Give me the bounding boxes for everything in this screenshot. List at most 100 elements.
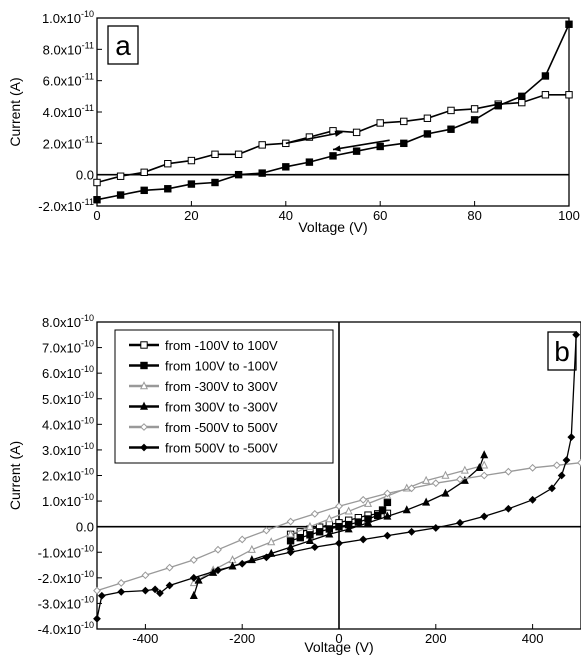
data-point: [194, 575, 203, 584]
legend-label: from 100V to -100V: [165, 359, 278, 374]
data-point: [402, 505, 411, 514]
data-point: [431, 479, 440, 488]
legend-label: from -100V to 100V: [165, 338, 278, 353]
data-point: [325, 514, 334, 523]
y-tick-label: -2.0x10-10: [38, 569, 94, 586]
data-point: [475, 463, 484, 472]
data-point: [400, 117, 408, 126]
y-tick-label: 2.0x10-10: [42, 467, 94, 484]
data-point: [258, 141, 266, 149]
y-tick-label: 1.0x10-10: [42, 492, 94, 509]
panel-label: a: [115, 30, 131, 61]
data-point: [117, 579, 126, 587]
data-point: [214, 566, 222, 575]
data-point: [211, 178, 219, 187]
data-point: [116, 191, 125, 199]
series-2: [189, 460, 489, 587]
y-tick-label: 6.0x10-10: [42, 364, 94, 381]
data-point: [262, 553, 271, 562]
data-point: [141, 586, 150, 595]
data-point: [577, 458, 581, 467]
y-axis-label: Current (A): [7, 77, 23, 146]
series-5: [93, 330, 581, 623]
data-point: [189, 573, 198, 582]
data-point: [460, 475, 469, 484]
data-point: [335, 522, 343, 531]
data-point: [156, 589, 164, 598]
data-point: [548, 484, 556, 493]
data-point: [352, 128, 361, 137]
data-point: [374, 511, 382, 520]
data-point: [528, 463, 537, 472]
data-point: [305, 158, 314, 166]
y-tick-label: 4.0x10-10: [42, 415, 94, 432]
data-point: [116, 172, 125, 180]
data-point: [117, 587, 126, 596]
data-point: [400, 139, 408, 148]
series-0: [93, 91, 573, 187]
y-tick-label: 6.0x10-11: [43, 72, 94, 89]
x-tick-label: 60: [373, 208, 387, 223]
data-point: [335, 539, 343, 548]
y-tick-label: 0.0: [76, 168, 94, 183]
data-point: [305, 535, 314, 544]
y-tick-label: -4.0x10-10: [38, 620, 94, 637]
y-tick-label: 2.0x10-11: [43, 134, 94, 151]
data-point: [238, 535, 247, 544]
y-tick-label: 8.0x10-10: [42, 313, 94, 330]
data-point: [407, 484, 416, 493]
legend-marker: [140, 443, 148, 452]
data-point: [165, 581, 174, 590]
data-point: [189, 590, 198, 599]
data-point: [214, 545, 222, 554]
data-point: [315, 528, 324, 536]
series-4: [93, 458, 581, 595]
data-point: [344, 524, 353, 533]
data-point: [480, 450, 489, 459]
data-point: [470, 105, 479, 113]
data-point: [422, 497, 431, 506]
data-point: [447, 125, 455, 133]
plot-frame: [96, 17, 570, 207]
data-point: [504, 504, 513, 513]
data-point: [480, 512, 489, 521]
data-point: [572, 330, 581, 339]
data-point: [456, 518, 464, 527]
y-tick-label: 7.0x10-10: [42, 339, 94, 356]
data-point: [140, 168, 148, 177]
y-tick-label: -1.0x10-10: [38, 543, 94, 560]
data-point: [447, 106, 455, 115]
data-point: [494, 102, 502, 110]
data-point: [310, 509, 319, 518]
data-point: [518, 92, 526, 101]
data-point: [238, 559, 247, 568]
data-point: [557, 471, 566, 480]
direction-arrow-head: [334, 130, 343, 137]
y-tick-label: 1.0x10-10: [42, 9, 94, 26]
y-tick-label: 3.0x10-10: [42, 441, 94, 458]
data-point: [456, 475, 464, 484]
x-tick-label: 100: [558, 208, 580, 223]
legend-marker: [139, 401, 149, 410]
y-tick-label: -3.0x10-10: [38, 594, 94, 611]
legend-label: from -500V to 500V: [165, 420, 278, 435]
data-point: [286, 517, 295, 526]
data-point: [310, 543, 319, 552]
legend-label: from 300V to -300V: [165, 400, 278, 415]
data-point: [359, 495, 368, 504]
legend-marker: [140, 361, 148, 370]
data-point: [541, 72, 550, 80]
data-point: [565, 20, 573, 28]
data-point: [97, 591, 106, 600]
data-point: [383, 531, 392, 540]
y-tick-label: 5.0x10-10: [42, 390, 94, 407]
data-point: [422, 475, 431, 484]
data-point: [247, 544, 256, 553]
x-tick-label: 80: [467, 208, 481, 223]
panel-label-box: [107, 25, 139, 65]
data-point: [329, 152, 337, 160]
legend-label: from 500V to -500V: [165, 441, 278, 456]
data-point: [354, 518, 363, 526]
data-point: [211, 150, 219, 159]
y-tick-label: 0.0: [76, 520, 94, 535]
